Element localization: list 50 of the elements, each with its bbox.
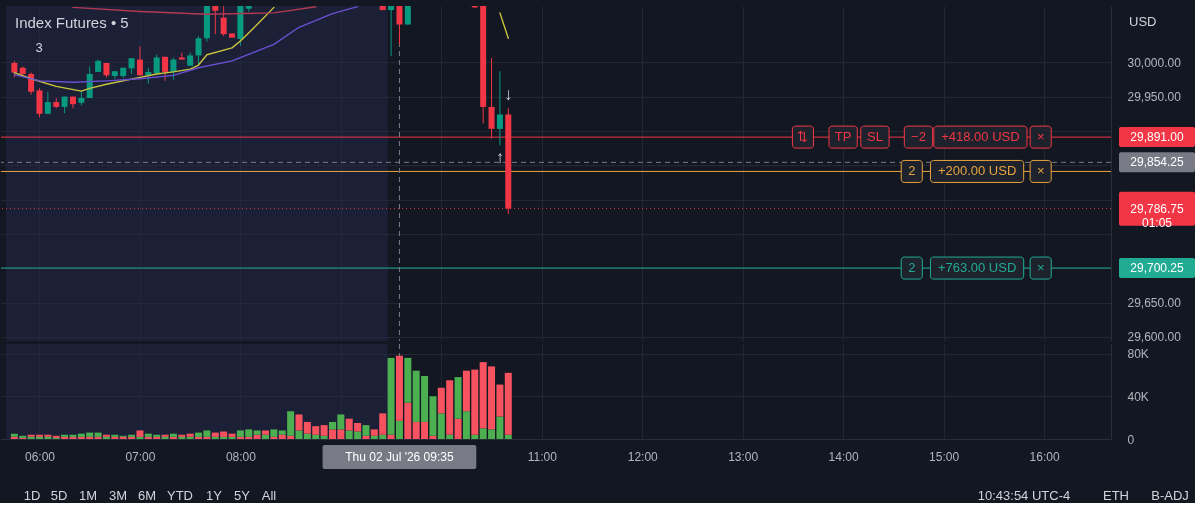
text: 1M	[78, 488, 98, 503]
y-tick-label: 29,600.00	[1127, 330, 1182, 345]
text: 1Y	[206, 488, 223, 503]
text: 6M	[137, 488, 157, 503]
annotation: +418.00 USD	[941, 129, 1020, 145]
annotation: ×	[1036, 129, 1045, 145]
annotation: ↓	[504, 85, 513, 105]
annotation: TP	[834, 129, 852, 145]
x-tick-label: 13:00	[728, 449, 759, 464]
x-tick-label: 16:00	[1029, 449, 1060, 464]
annotation: +200.00 USD	[937, 163, 1017, 179]
x-tick-label: 06:00	[24, 449, 56, 464]
annotation: −2	[911, 129, 926, 145]
annotation: +763.00 USD	[937, 260, 1017, 276]
text: All	[261, 488, 277, 503]
x-tick-label: 14:00	[828, 449, 859, 464]
text: ETH	[1103, 488, 1129, 503]
x-tick-label: 07:00	[125, 449, 156, 464]
y-tick-label: 30,000.00	[1127, 55, 1182, 70]
x-tick-label: 11:00	[527, 449, 558, 464]
ref-line-label: Thu 02 Jul '26 09:35	[345, 450, 454, 464]
annotation: ⇅	[797, 129, 809, 145]
ref-line-label: 29,786.75 01:05	[1130, 201, 1185, 230]
text: YTD	[167, 488, 193, 503]
text: B-ADJ	[1151, 488, 1189, 503]
x-tick-label: 15:00	[929, 449, 960, 464]
annotation: 2	[908, 163, 916, 179]
text: USD	[1129, 14, 1157, 29]
y-tick-label: 29,650.00	[1127, 296, 1182, 311]
annotation: 2	[908, 260, 916, 276]
annotation: ×	[1036, 260, 1045, 276]
text: 5D	[50, 488, 68, 503]
annotation: ×	[1036, 163, 1045, 179]
y-tick-label: 40K	[1127, 389, 1149, 404]
y-tick-label: 80K	[1127, 347, 1149, 362]
annotation: 3	[35, 40, 43, 55]
x-tick-label: 12:00	[627, 449, 659, 464]
text: 10:43:54 UTC-4	[977, 488, 1071, 503]
ref-line-label: 29,891.00	[1130, 130, 1185, 145]
text: 1D	[23, 488, 41, 503]
text: 5Y	[234, 488, 251, 503]
text: 3M	[108, 488, 128, 503]
ref-line-label: 29,700.25	[1130, 261, 1185, 276]
y-tick-label: 0	[1127, 432, 1135, 447]
ref-line-label: 29,854.25	[1130, 155, 1185, 170]
y-tick-label: 29,950.00	[1127, 90, 1182, 105]
text: Index Futures • 5	[15, 14, 129, 31]
x-tick-label: 08:00	[225, 449, 257, 464]
annotation: ↑	[495, 148, 505, 168]
annotation: SL	[867, 129, 883, 145]
